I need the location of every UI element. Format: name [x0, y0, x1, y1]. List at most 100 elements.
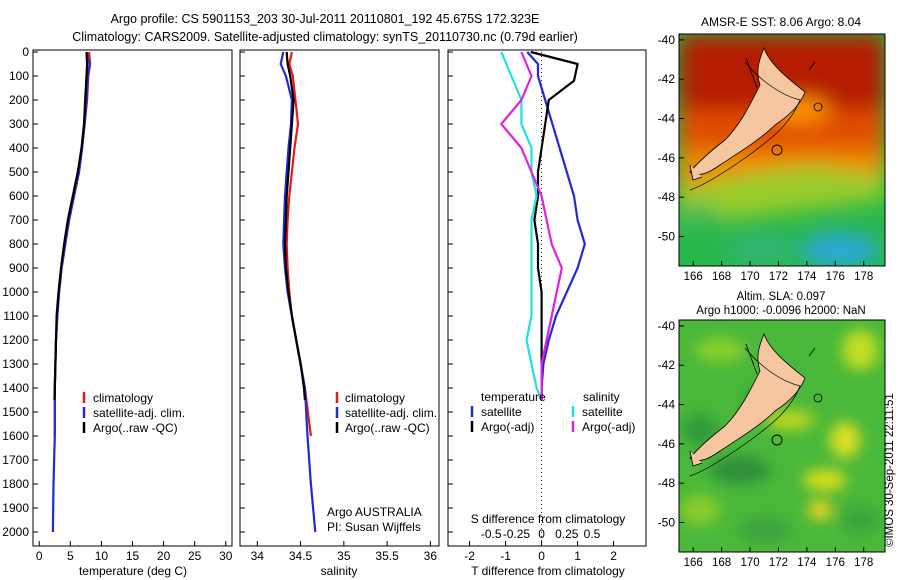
map-lat-label: -40 [658, 33, 676, 47]
legend-label-temp-argo: Argo(-adj) [481, 420, 534, 434]
series-line-temperature-argo-adj- [530, 50, 579, 400]
sla-map-title-2: Argo h1000: -0.0096 h2000: NaN [696, 305, 865, 317]
x-tick-label: 34.5 [289, 549, 313, 563]
map-lat-label: -50 [658, 516, 676, 530]
sla-map-y-axis: -40 -42 -44 -46 -48 -50 [658, 319, 684, 530]
temperature-legend: climatology satellite-adj. clim. Argo(..… [82, 391, 185, 435]
depth-tick-label: 1700 [2, 453, 29, 467]
map-lat-label: -46 [658, 437, 676, 451]
legend-label-argo: Argo(..raw -QC) [93, 421, 178, 435]
sst-map-y-axis: -40 -42 -44 -46 -48 -50 [658, 33, 684, 244]
platform-note: Argo AUSTRALIA [327, 505, 422, 519]
x-tick-label: -1 [500, 549, 511, 563]
map-lat-label: -48 [658, 190, 676, 204]
figure-title-line1: Argo profile: CS 5901153_203 30-Jul-2011… [111, 12, 540, 26]
map-lat-label: -50 [658, 230, 676, 244]
map-lon-label: 174 [797, 271, 817, 283]
x-tick-label: -2 [464, 549, 475, 563]
map-lat-label: -46 [658, 151, 676, 165]
depth-tick-label: 200 [9, 93, 29, 107]
map-lon-label: 170 [740, 557, 759, 569]
depth-tick-label: 800 [9, 237, 29, 251]
s-tick-label: -0.5 [481, 527, 502, 541]
map-lon-label: 166 [684, 271, 703, 283]
sst-map-x-axis: 166 168 170 172 174 176 178 [684, 261, 873, 283]
legend-label-climatology: climatology [345, 391, 405, 405]
map-lon-label: 176 [826, 271, 845, 283]
x-tick-label: 36 [424, 549, 438, 563]
salinity-series [279, 51, 317, 533]
depth-tick-label: 1600 [2, 429, 29, 443]
s-tick-label: 0.5 [584, 527, 601, 541]
map-lon-label: 174 [797, 557, 817, 569]
depth-tick-label: 1000 [2, 285, 29, 299]
s-difference-label: S difference from climatology [471, 512, 626, 526]
depth-tick-label: 1300 [2, 357, 29, 371]
series-line-argo-raw-qc- [53, 51, 89, 401]
depth-tick-label: 0 [22, 45, 29, 59]
x-tick-label: 20 [157, 549, 171, 563]
depth-tick-label: 1200 [2, 333, 29, 347]
legend-label-temp-satellite: satellite [481, 405, 522, 419]
difference-x-axis: -2 -1 0 1 2 -0.5 -0.25 0 0.25 0.5 [464, 527, 617, 563]
sst-map-field [679, 34, 885, 266]
map-lon-label: 176 [826, 557, 845, 569]
temperature-series [51, 51, 92, 533]
s-tick-label: -0.25 [503, 527, 531, 541]
series-line-temperature-satellite [526, 51, 586, 400]
depth-tick-label: 2000 [2, 525, 29, 539]
sla-map-field [679, 320, 885, 552]
legend-label-sal-satellite: satellite [582, 405, 623, 419]
temperature-plot-frame [32, 49, 233, 547]
depth-tick-label: 600 [9, 189, 29, 203]
depth-tick-label: 1400 [2, 381, 29, 395]
map-lat-label: -44 [658, 398, 676, 412]
legend-title-salinity: salinity [583, 390, 620, 404]
map-lon-label: 172 [769, 557, 788, 569]
x-tick-label: 15 [126, 549, 140, 563]
salinity-x-axis: 34 34.5 35 35.5 36 [251, 541, 438, 563]
depth-tick-label: 500 [9, 165, 29, 179]
depth-tick-label: 1500 [2, 405, 29, 419]
x-tick-label: 0 [538, 549, 545, 563]
depth-tick-label: 300 [9, 117, 29, 131]
x-tick-label: 10 [95, 549, 109, 563]
map-lon-label: 168 [712, 271, 731, 283]
map-lon-label: 172 [769, 271, 788, 283]
series-line-climatology [285, 51, 312, 437]
map-lat-label: -40 [658, 319, 676, 333]
map-lat-label: -44 [658, 112, 676, 126]
x-tick-label: 0 [36, 549, 43, 563]
sla-map-frame [678, 319, 886, 553]
series-line-argo-raw-qc- [283, 51, 306, 401]
difference-plot-frame [447, 49, 647, 547]
map-lat-label: -48 [658, 476, 676, 490]
legend-label-satellite: satellite-adj. clim. [345, 406, 437, 420]
x-tick-label: 30 [219, 549, 233, 563]
s-tick-label: 0 [538, 527, 545, 541]
sst-map-frame [678, 33, 886, 267]
depth-tick-label: 700 [9, 213, 29, 227]
temperature-x-label: temperature (deg C) [79, 564, 187, 578]
legend-label-argo: Argo(..raw -QC) [345, 421, 430, 435]
temperature-x-axis: 0 5 10 15 20 25 30 [36, 541, 233, 563]
sla-map-title-1: Altim. SLA: 0.097 [737, 291, 826, 303]
depth-tick-label: 900 [9, 261, 29, 275]
salinity-x-label: salinity [321, 564, 358, 578]
map-lon-label: 178 [854, 557, 873, 569]
sst-map-title: AMSR-E SST: 8.06 Argo: 8.04 [701, 15, 861, 29]
salinity-legend: climatology satellite-adj. clim. Argo(..… [327, 391, 437, 534]
legend-label-sal-argo: Argo(-adj) [582, 420, 635, 434]
depth-axis: 0 100 200 300 400 500 600 700 800 900 1000 1100 1200… [2, 45, 453, 539]
x-tick-label: 35.5 [375, 549, 399, 563]
depth-tick-label: 1800 [2, 477, 29, 491]
depth-tick-label: 1100 [3, 309, 29, 323]
sla-map-x-axis: 166 168 170 172 174 176 178 [684, 547, 873, 569]
s-tick-label: 0.25 [555, 527, 579, 541]
legend-title-temperature: temperature [481, 390, 546, 404]
figure-title-line2: Climatology: CARS2009. Satellite-adjuste… [72, 30, 578, 44]
legend-label-satellite: satellite-adj. clim. [93, 406, 185, 420]
map-lat-label: -42 [658, 72, 676, 86]
map-lon-label: 166 [684, 557, 703, 569]
series-line-salinity-satellite [500, 51, 543, 401]
